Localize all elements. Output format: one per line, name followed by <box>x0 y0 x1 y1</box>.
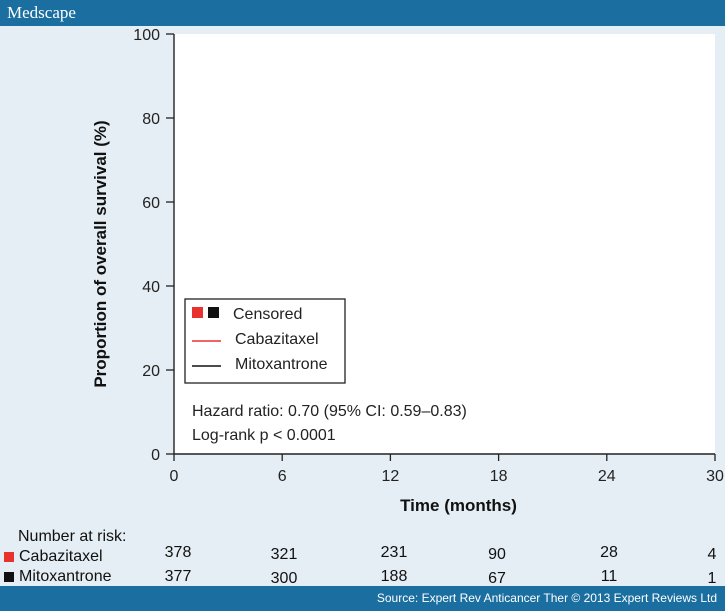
risk-value: 300 <box>270 570 298 587</box>
risk-row-label-mitoxantrone: Mitoxantrone <box>4 568 112 586</box>
legend-cabazitaxel-label: Cabazitaxel <box>235 331 319 348</box>
risk-value: 11 <box>600 568 618 585</box>
mitoxantrone-marker-icon <box>4 572 14 582</box>
y-tick-label: 60 <box>142 195 160 212</box>
risk-row-name: Cabazitaxel <box>19 548 103 565</box>
x-tick-label: 30 <box>706 468 724 485</box>
legend-censored-label: Censored <box>233 306 302 323</box>
censored-red-square-icon <box>192 307 203 318</box>
risk-row-label-cabazitaxel: Cabazitaxel <box>4 548 103 566</box>
risk-value: 1 <box>707 570 717 587</box>
x-tick-label: 24 <box>598 468 616 485</box>
y-tick-label: 80 <box>142 111 160 128</box>
legend-mitoxantrone-label: Mitoxantrone <box>235 356 328 373</box>
header-bar: Medscape <box>0 0 725 26</box>
risk-row-name: Mitoxantrone <box>19 568 112 585</box>
x-tick-label: 6 <box>278 468 287 485</box>
risk-value: 28 <box>600 544 618 561</box>
risk-value: 4 <box>707 546 717 563</box>
x-tick-label: 0 <box>170 468 179 485</box>
risk-value: 231 <box>380 544 408 561</box>
x-tick-label: 18 <box>490 468 508 485</box>
risk-value: 67 <box>488 570 506 587</box>
hazard-ratio-annotation: Hazard ratio: 0.70 (95% CI: 0.59–0.83) <box>192 403 467 420</box>
risk-table-title: Number at risk: <box>18 528 127 545</box>
plot-area <box>174 34 715 454</box>
brand-logo: Medscape <box>7 3 76 22</box>
x-axis-title: Time (months) <box>400 496 517 515</box>
cabazitaxel-marker-icon <box>4 552 14 562</box>
source-credit: Source: Expert Rev Anticancer Ther © 201… <box>376 591 717 605</box>
risk-value: 378 <box>164 544 192 561</box>
y-axis-title: Proportion of overall survival (%) <box>91 120 110 387</box>
risk-value: 321 <box>270 546 298 563</box>
log-rank-annotation: Log-rank p < 0.0001 <box>192 427 336 444</box>
y-tick-label: 40 <box>142 279 160 296</box>
footer-bar: Source: Expert Rev Anticancer Ther © 201… <box>0 586 725 611</box>
risk-value: 377 <box>164 568 192 585</box>
x-tick-label: 12 <box>382 468 400 485</box>
risk-value: 188 <box>380 568 408 585</box>
y-tick-label: 0 <box>151 447 160 464</box>
survival-chart: 0 20 40 60 80 100 0 6 12 18 24 30 Time (months) Propo… <box>91 27 724 515</box>
y-tick-label: 100 <box>133 27 160 44</box>
y-tick-label: 20 <box>142 363 160 380</box>
censored-black-square-icon <box>208 307 219 318</box>
risk-value: 90 <box>488 546 506 563</box>
